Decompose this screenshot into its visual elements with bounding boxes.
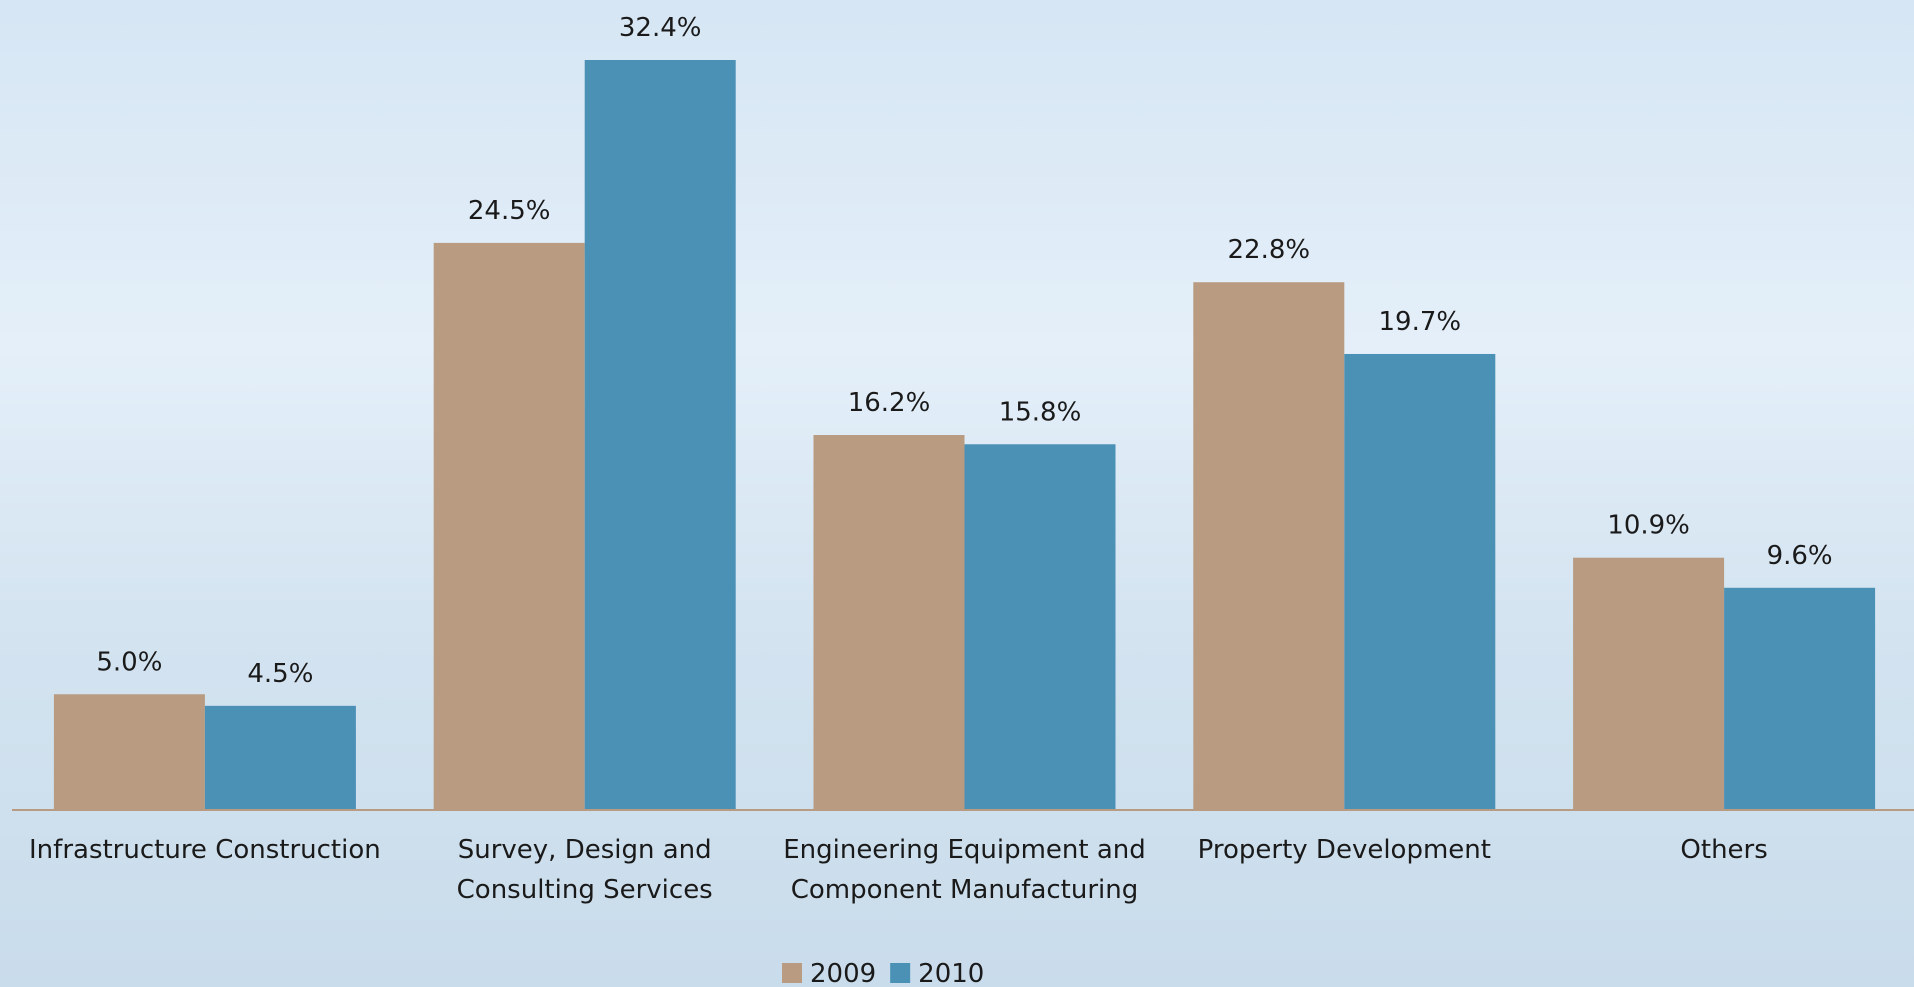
x-tick-label: Others <box>1680 835 1768 865</box>
value-label: 19.7% <box>1378 307 1461 337</box>
value-label: 15.8% <box>999 397 1082 427</box>
value-label: 16.2% <box>848 388 931 418</box>
bar <box>964 444 1116 810</box>
x-tick-label: Infrastructure Construction <box>29 835 381 865</box>
value-label: 32.4% <box>619 13 702 43</box>
x-tick-label: Engineering Equipment and Component Manu… <box>783 835 1146 905</box>
bar <box>1344 353 1496 810</box>
legend-swatch <box>782 963 802 983</box>
value-label: 5.0% <box>96 647 162 677</box>
x-tick-label: Survey, Design and Consulting Services <box>456 835 713 905</box>
legend-label: 2010 <box>918 959 984 987</box>
bar <box>813 435 965 810</box>
value-label: 9.6% <box>1767 541 1833 571</box>
value-label: 22.8% <box>1227 235 1310 265</box>
bar <box>53 694 205 810</box>
legend-swatch <box>890 963 911 983</box>
bar <box>204 705 356 810</box>
bar <box>1193 282 1345 810</box>
x-tick-label: Property Development <box>1197 835 1491 865</box>
bar <box>1573 557 1725 810</box>
value-label: 10.9% <box>1607 511 1690 541</box>
value-label: 24.5% <box>468 196 551 226</box>
legend-label: 2009 <box>810 959 876 987</box>
bar <box>584 60 736 810</box>
value-label: 4.5% <box>247 659 313 689</box>
bar <box>433 242 585 811</box>
bar <box>1724 587 1876 810</box>
